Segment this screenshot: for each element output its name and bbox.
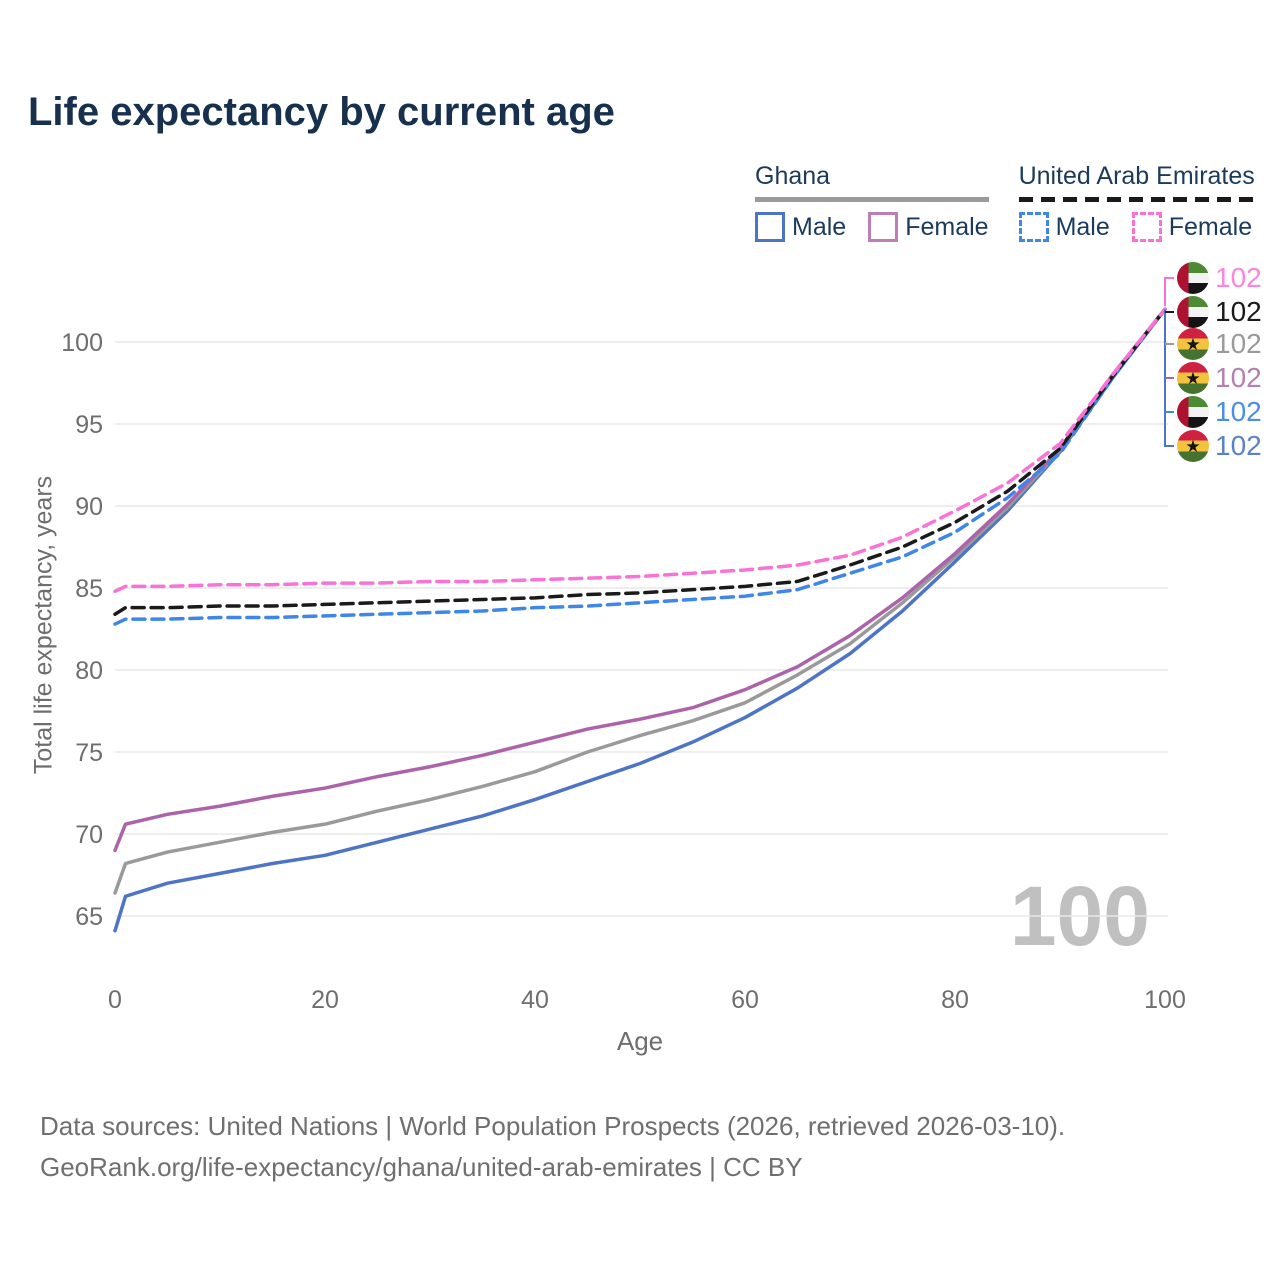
x-axis-title: Age (616, 1026, 664, 1056)
ghana-flag-icon (1177, 430, 1209, 462)
endpoint-value: 102 (1215, 362, 1262, 393)
uae-flag-icon (1177, 396, 1209, 428)
leader-line (1164, 277, 1174, 307)
y-axis-title: Total life expectancy, years (29, 475, 58, 775)
x-tick-label: 100 (1144, 986, 1186, 1014)
uae-flag-icon (1177, 296, 1209, 328)
endpoint-row: 102 (1177, 430, 1262, 462)
endpoint-row: 102 (1177, 362, 1262, 394)
series-line-ghana-female[interactable] (113, 307, 1167, 853)
x-tick-label: 0 (108, 986, 122, 1014)
legend-group-ghana: Ghana Male Female (755, 162, 989, 242)
ghana-flag-icon (1177, 362, 1209, 394)
endpoint-row: 102 (1177, 396, 1262, 428)
x-tick-label: 40 (521, 986, 549, 1014)
uae-flag-icon (1177, 262, 1209, 294)
legend-item-label: Female (905, 212, 989, 241)
ghana-line-style-sample (755, 197, 989, 202)
series-line-ghana-male[interactable] (113, 307, 1167, 933)
uae-line-style-sample (1018, 197, 1255, 202)
y-tick-label: 65 (75, 903, 103, 931)
data-sources-line: Data sources: United Nations | World Pop… (40, 1111, 1066, 1141)
page-title: Life expectancy by current age (28, 90, 615, 134)
endpoint-row: 102 (1177, 296, 1262, 328)
endpoint-value: 102 (1215, 262, 1262, 293)
endpoint-value: 102 (1215, 296, 1262, 327)
x-tick-label: 60 (731, 986, 759, 1014)
y-tick-label: 95 (75, 411, 103, 439)
y-tick-label: 85 (75, 575, 103, 603)
y-tick-label: 80 (75, 657, 103, 685)
legend-item-ghana-male[interactable]: Male (755, 212, 846, 242)
legend-item-ghana-female[interactable]: Female (868, 212, 989, 242)
y-tick-label: 100 (61, 329, 103, 357)
ghana-female-swatch-icon (868, 212, 899, 242)
x-tick-label: 20 (311, 986, 339, 1014)
legend-item-uae-male[interactable]: Male (1018, 212, 1110, 242)
endpoint-value: 102 (1215, 430, 1262, 461)
x-tick-label: 80 (941, 986, 969, 1014)
endpoint-row: 102 (1177, 262, 1262, 294)
legend-header-uae: United Arab Emirates (1018, 162, 1255, 190)
legend: Ghana Male Female United Arab Emirates M… (755, 162, 1255, 242)
endpoint-value: 102 (1215, 328, 1262, 359)
series-line-ghana-both[interactable] (113, 307, 1167, 895)
ghana-male-swatch-icon (755, 212, 785, 242)
y-tick-label: 70 (75, 821, 103, 849)
uae-male-swatch-icon (1018, 212, 1049, 242)
legend-item-label: Male (1055, 212, 1110, 241)
y-tick-label: 75 (75, 739, 103, 767)
uae-female-swatch-icon (1131, 212, 1162, 242)
legend-group-uae: United Arab Emirates Male Female (1018, 162, 1255, 242)
series-line-united-arab-emirates-female[interactable] (113, 307, 1167, 594)
legend-item-label: Male (792, 212, 847, 241)
legend-header-ghana: Ghana (755, 162, 831, 190)
endpoint-row: 102 (1177, 328, 1262, 360)
legend-item-label: Female (1168, 212, 1253, 241)
endpoint-value: 102 (1215, 396, 1262, 427)
series-line-united-arab-emirates-male[interactable] (113, 307, 1167, 626)
series-line-united-arab-emirates-both[interactable] (113, 307, 1167, 616)
attribution-line: GeoRank.org/life-expectancy/ghana/united… (40, 1152, 803, 1182)
ghana-flag-icon (1177, 328, 1209, 360)
footer: Data sources: United Nations | World Pop… (40, 1106, 1065, 1188)
y-tick-label: 90 (75, 493, 103, 521)
legend-item-uae-female[interactable]: Female (1131, 212, 1253, 242)
